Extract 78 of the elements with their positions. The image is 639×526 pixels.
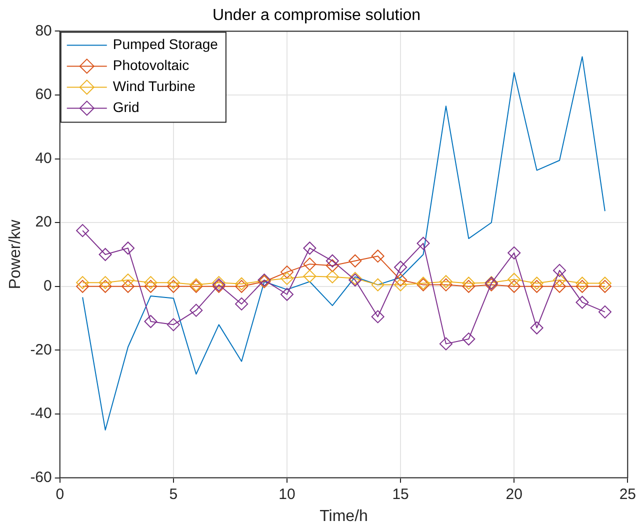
- point: [462, 276, 476, 290]
- y-tick-label: 0: [44, 278, 52, 295]
- x-tick-label: 20: [506, 486, 522, 503]
- point: [371, 310, 384, 324]
- point: [576, 280, 589, 293]
- point: [394, 274, 408, 287]
- chart-title: Under a compromise solution: [212, 7, 421, 24]
- point: [235, 280, 248, 293]
- point: [303, 242, 316, 255]
- point: [439, 275, 452, 288]
- point: [166, 276, 180, 290]
- x-axis-title: Time/h: [320, 508, 368, 525]
- y-tick-label: -60: [30, 468, 52, 486]
- point: [280, 266, 294, 279]
- y-tick-label: 80: [35, 22, 52, 40]
- y-tick-label: 60: [35, 86, 52, 104]
- point: [553, 274, 566, 287]
- point: [508, 272, 521, 286]
- point: [326, 254, 339, 268]
- point: [530, 280, 544, 293]
- point: [462, 280, 476, 293]
- point: [190, 304, 203, 317]
- point: [144, 314, 158, 328]
- point: [144, 276, 158, 290]
- point: [553, 280, 566, 293]
- point: [235, 297, 248, 310]
- y-tick-label: 40: [35, 150, 52, 167]
- point: [462, 332, 476, 346]
- point: [576, 276, 589, 290]
- point: [76, 224, 90, 238]
- point: [598, 305, 612, 318]
- point: [326, 270, 339, 284]
- legend-label: Pumped Storage: [112, 36, 218, 52]
- point: [98, 280, 112, 293]
- x-tick-label: 25: [619, 486, 636, 503]
- point: [326, 259, 339, 272]
- point: [122, 280, 135, 293]
- point: [371, 278, 384, 292]
- y-tick-label: -20: [30, 341, 52, 358]
- point: [439, 337, 452, 350]
- point: [303, 258, 316, 271]
- point: [166, 318, 180, 332]
- point: [598, 276, 612, 290]
- y-axis-title: Power/kw: [7, 219, 24, 290]
- y-tick-label: -40: [30, 405, 52, 422]
- point: [235, 277, 248, 290]
- point: [439, 278, 452, 292]
- point: [280, 288, 294, 301]
- point: [144, 280, 158, 293]
- x-tick-label: 5: [169, 486, 178, 503]
- point: [576, 296, 589, 309]
- point: [122, 242, 135, 255]
- point: [371, 250, 384, 263]
- point: [553, 264, 566, 277]
- x-tick-label: 10: [278, 486, 296, 503]
- point: [98, 248, 112, 261]
- y-tick-label: 20: [35, 214, 52, 231]
- point: [416, 236, 430, 250]
- legend-label: Wind Turbine: [112, 78, 196, 94]
- point: [508, 246, 521, 260]
- point: [348, 254, 362, 268]
- point: [394, 278, 408, 292]
- x-tick-label: 0: [56, 486, 64, 503]
- point: [508, 280, 521, 293]
- point: [122, 274, 135, 287]
- legend-label: Photovoltaic: [112, 57, 190, 74]
- point: [530, 276, 544, 290]
- point: [394, 260, 408, 274]
- x-tick-label: 15: [392, 486, 409, 503]
- point: [303, 270, 316, 283]
- point: [598, 280, 612, 293]
- point: [76, 280, 90, 293]
- legend-label: Grid: [112, 99, 140, 116]
- point: [530, 321, 544, 334]
- point: [98, 276, 112, 290]
- point: [166, 280, 180, 293]
- point: [76, 276, 90, 290]
- point: [280, 272, 294, 285]
